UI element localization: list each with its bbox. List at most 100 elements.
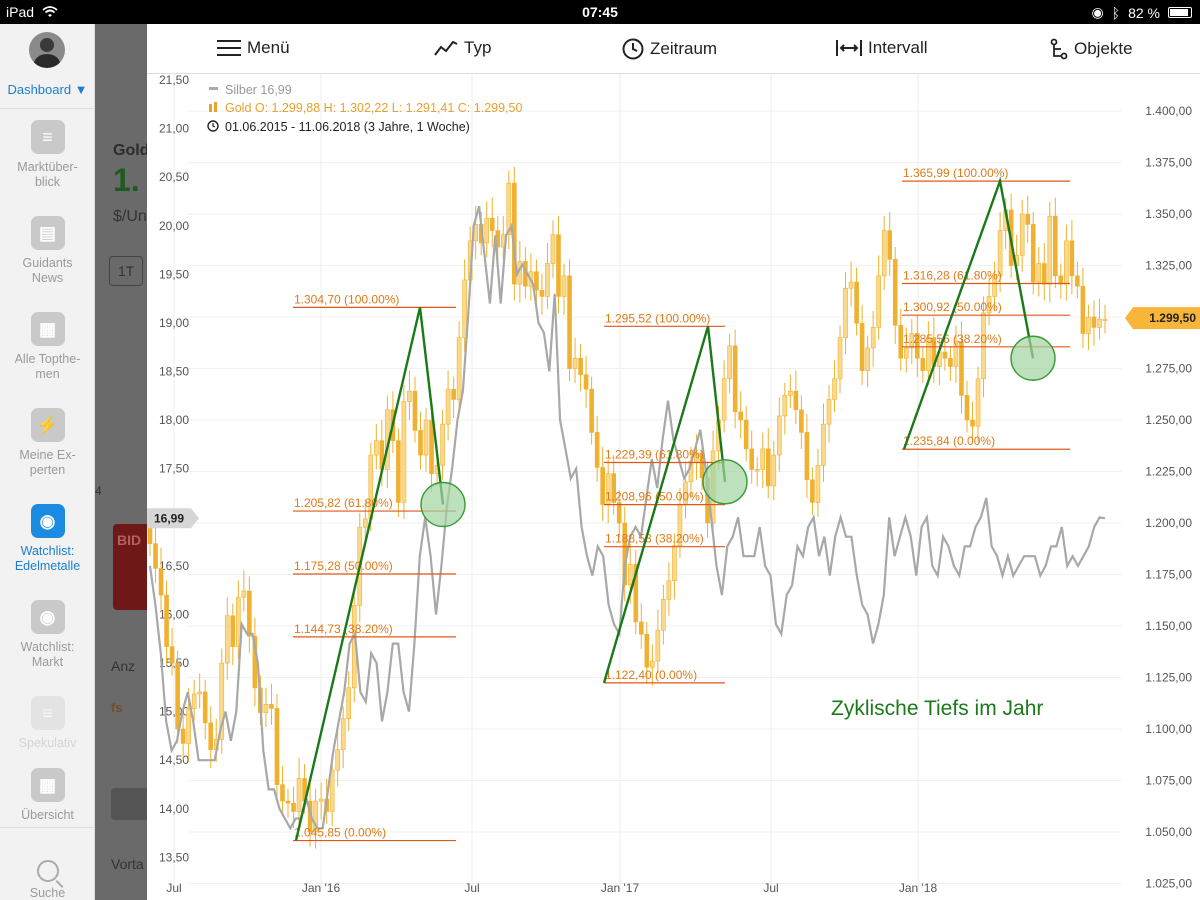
gold-candle (1053, 215, 1058, 277)
gold-candle (749, 448, 755, 470)
fib-level-label: 1.122,40 (0.00%) (605, 668, 697, 682)
gold-candle (650, 660, 655, 668)
interval-button[interactable]: Intervall (836, 38, 928, 58)
x-tick-label: Jul (464, 881, 479, 895)
gold-candle (451, 388, 456, 400)
gold-candle (1036, 263, 1042, 283)
gold-candle (1019, 213, 1025, 256)
fib-level-label: 1.295,52 (100.00%) (605, 311, 710, 325)
gold-last-flag (1125, 307, 1200, 330)
menu-button[interactable]: Menü (217, 38, 290, 58)
type-label: Typ (464, 38, 492, 57)
gold-candle (859, 322, 865, 371)
objects-button[interactable]: Objekte (1050, 38, 1133, 60)
sidebar-item-label: Watchlist: Edelmetalle (14, 544, 81, 573)
x-tick-label: Jan '17 (601, 881, 640, 895)
interval-icon (836, 40, 862, 56)
dashboard-dropdown[interactable]: Dashboard ▼ (7, 82, 88, 97)
legend-silver: Silber 16,99 (225, 83, 292, 97)
gold-candle (412, 390, 418, 431)
gold-candle (903, 347, 909, 359)
gold-candle (335, 749, 340, 771)
gold-candle (975, 378, 981, 427)
left-tick-label: 20,00 (159, 219, 189, 233)
bg-anz: Anz (111, 658, 136, 674)
right-tick-label: 1.350,00 (1145, 207, 1192, 221)
bg-number: 4 (95, 484, 102, 498)
sidebar-item-spekulativ[interactable]: ≡ Spekulativ (0, 696, 95, 751)
left-tick-label: 19,50 (159, 267, 189, 281)
gold-candle (959, 341, 964, 396)
gold-candle (202, 691, 208, 724)
gold-candle (997, 230, 1003, 277)
gold-candle (661, 598, 666, 631)
gold-candle (280, 784, 285, 802)
gold-candle (639, 621, 644, 635)
gold-candle (810, 479, 815, 503)
hamburger-icon (217, 40, 241, 56)
search-button[interactable]: Suche (0, 860, 95, 900)
fib-level-label: 1.365,99 (100.00%) (903, 166, 1008, 180)
gold-candle (616, 502, 622, 524)
silver-last-flag (147, 508, 199, 529)
bg-unit: $/Un (113, 208, 147, 225)
chart-legend: Silber 16,99 Gold O: 1.299,88 H: 1.302,2… (207, 83, 522, 134)
left-tick-label: 14,50 (159, 753, 189, 767)
gold-candle (534, 271, 539, 291)
sidebar-item-guidants-news[interactable]: ▤ Guidants News (0, 216, 95, 286)
gold-candle (926, 337, 931, 371)
gold-candle (777, 415, 782, 456)
gold-candle (1069, 240, 1075, 277)
status-bar: iPad 07:45 ◉ ᛒ 82 % (0, 0, 1200, 24)
cyclical-low-circle (420, 481, 466, 528)
x-tick-label: Jul (166, 881, 181, 895)
gold-candle (843, 287, 848, 338)
gold-candle (191, 693, 197, 709)
legend-range: 01.06.2015 - 11.06.2018 (3 Jahre, 1 Woch… (225, 120, 470, 134)
gold-candle (771, 454, 777, 487)
gold-candle (600, 467, 605, 505)
gold-candle (318, 798, 324, 802)
sidebar-item-meine-ex--perten[interactable]: ⚡ Meine Ex-perten (0, 408, 95, 478)
sidebar-item-label: Watchlist: Markt (20, 640, 75, 669)
gold-candle (440, 423, 445, 466)
gold-candle (992, 275, 997, 297)
gold-candle (876, 275, 881, 328)
fib-level-label: 1.300,92 (50.00%) (903, 300, 1002, 314)
gold-candle (1064, 240, 1069, 285)
fib-level-label: 1.285,56 (38.20%) (903, 332, 1002, 346)
trend-line (602, 325, 727, 684)
timeframe-button[interactable]: Zeitraum (622, 38, 717, 60)
gold-candle (727, 345, 732, 380)
type-button[interactable]: Typ (434, 38, 491, 58)
gold-candle (589, 388, 594, 433)
gold-candle (694, 452, 699, 462)
gold-candle (346, 687, 352, 720)
gold-candle (462, 279, 467, 338)
fib-level-label: 1.304,70 (100.00%) (294, 292, 399, 306)
sidebar-item-alle-topthe--men[interactable]: ▦ Alle Topthe-men (0, 312, 95, 382)
sidebar-item-marktüber--blick[interactable]: ≡ Marktüber-blick (0, 120, 95, 190)
left-tick-label: 18,00 (159, 413, 189, 427)
gold-candle (423, 419, 429, 456)
fib-level-label: 1.045,85 (0.00%) (294, 826, 386, 840)
sidebar-item-label: Spekulativ (18, 736, 77, 750)
eye-icon: ◉ (30, 600, 65, 634)
right-tick-label: 1.175,00 (1145, 568, 1192, 582)
gold-candle (1030, 224, 1036, 283)
gold-candle (567, 275, 572, 369)
bolt-icon: ⚡ (30, 408, 65, 442)
sidebar-item-übersicht[interactable]: ▦ Übersicht (0, 768, 95, 823)
gold-candle (1025, 213, 1031, 225)
sidebar-item-watchlist-edelmetalle[interactable]: ◉ Watchlist: Edelmetalle (0, 504, 95, 574)
avatar[interactable] (29, 32, 65, 68)
sidebar-item-watchlist-markt[interactable]: ◉ Watchlist: Markt (0, 600, 95, 670)
right-tick-label: 1.250,00 (1145, 413, 1192, 427)
gold-candle (782, 395, 788, 417)
gold-candle (948, 357, 953, 367)
left-tick-label: 16,50 (159, 559, 189, 573)
gold-candle (175, 662, 180, 730)
x-tick-label: Jan '18 (899, 881, 938, 895)
